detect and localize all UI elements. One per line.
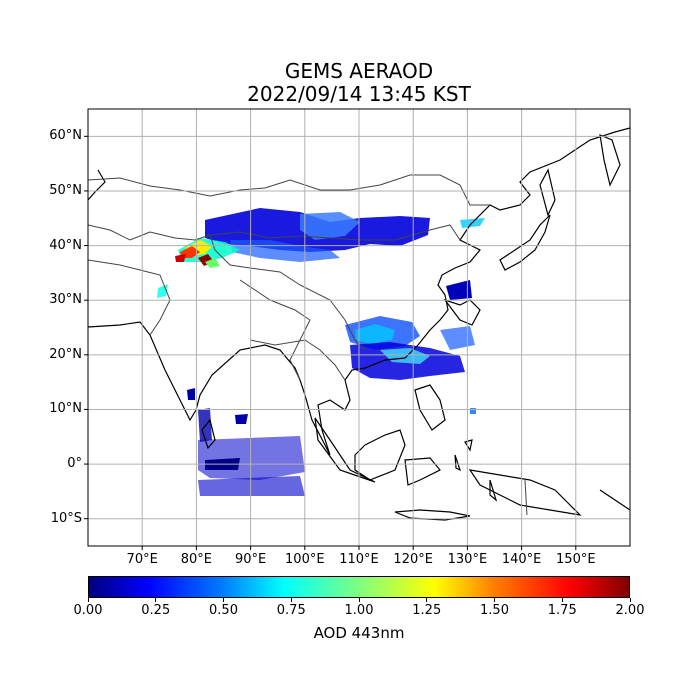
colorbar-tick (494, 598, 495, 602)
lat-tick-label: 20°N (49, 346, 82, 362)
colorbar-tick (426, 598, 428, 602)
lat-tick-label: 10°S (50, 510, 82, 526)
map-title: GEMS AERAOD (284, 59, 434, 83)
colorbar (88, 576, 630, 598)
lat-tick-label: 30°N (49, 292, 82, 308)
lat-tick-label: 0° (67, 456, 82, 472)
colorbar-tick (561, 598, 563, 602)
colorbar-tick-label: 1.75 (547, 603, 577, 618)
colorbar-tick-label: 2.00 (615, 603, 645, 618)
colorbar-tick-label: 0.25 (141, 603, 171, 618)
map-area (88, 109, 630, 546)
colorbar-label: AOD 443nm (313, 624, 405, 642)
colorbar-tick-label: 0.00 (73, 603, 103, 618)
colorbar-tick (87, 598, 89, 602)
colorbar-tick-label: 1.00 (344, 603, 374, 618)
lon-tick-label: 150°E (556, 552, 596, 567)
lon-tick-label: 130°E (447, 552, 488, 567)
lon-tick-label: 80°E (180, 552, 213, 567)
lon-tick-label: 140°E (501, 552, 542, 567)
colorbar-tick (629, 598, 631, 602)
colorbar-tick-label: 0.50 (209, 603, 238, 618)
colorbar-tick (358, 598, 360, 602)
lon-tick-label: 100°E (285, 552, 325, 567)
colorbar-tick-label: 1.25 (412, 603, 442, 618)
lon-tick-label: 90°E (234, 552, 267, 567)
map-subtitle-datetime: 2022/09/14 13:45 KST (247, 82, 471, 106)
colorbar-tick-label: 0.75 (276, 603, 306, 618)
lon-tick-label: 70°E (126, 552, 158, 567)
colorbar-tick (155, 598, 157, 602)
lat-tick-label: 50°N (49, 182, 82, 198)
lat-tick-label: 60°N (49, 128, 82, 144)
lat-tick-label: 10°N (49, 401, 82, 417)
colorbar-tick-label: 1.50 (480, 603, 509, 618)
graticule (88, 109, 630, 546)
lon-tick-label: 110°E (339, 552, 379, 567)
colorbar-tick (223, 598, 224, 602)
aerosol-data-layer (157, 208, 485, 496)
colorbar-tick (290, 598, 292, 602)
lat-tick-label: 40°N (49, 237, 82, 253)
lon-tick-label: 120°E (393, 552, 433, 567)
